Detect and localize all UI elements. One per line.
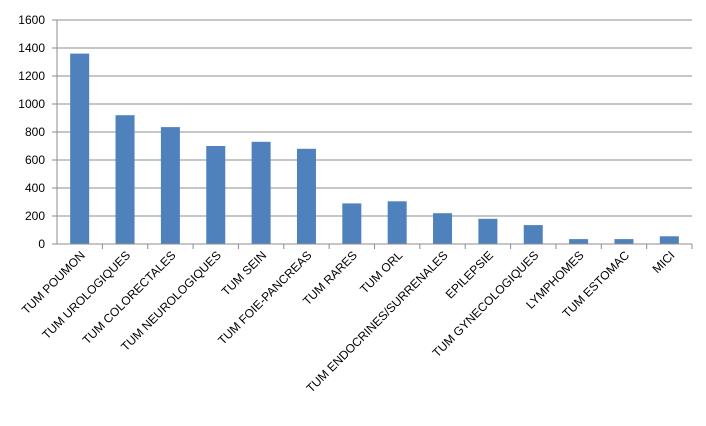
bar [70,53,90,244]
bar [160,127,180,244]
x-tick-label: MICI [650,248,678,276]
y-tick-label: 1400 [18,41,45,55]
bar [387,201,407,244]
y-tick-label: 1200 [18,69,45,83]
y-tick-label: 400 [25,181,45,195]
y-tick-label: 800 [25,125,45,139]
bar [659,236,679,244]
y-tick-label: 1600 [18,13,45,27]
y-tick-label: 600 [25,153,45,167]
x-tick-label: TUM UROLOGIQUES [39,248,133,342]
y-tick-label: 0 [38,237,45,251]
bar [296,148,316,244]
bar [478,218,498,244]
y-tick-label: 200 [25,209,45,223]
y-tick-label: 1000 [18,97,45,111]
bar [251,141,271,244]
bar [523,225,543,244]
bar [206,146,226,244]
bar [433,213,453,244]
bar [342,203,362,244]
bar [614,239,634,244]
bar [115,115,135,244]
bar [569,239,589,244]
x-tick-label: TUM ORL [357,248,405,296]
